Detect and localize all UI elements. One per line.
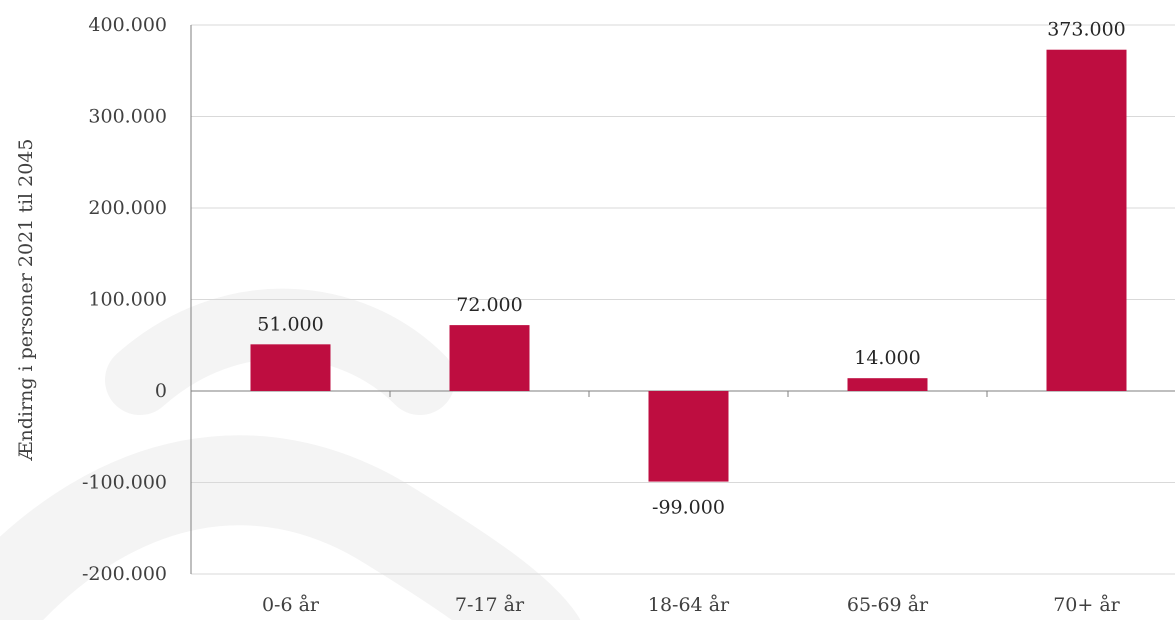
bar <box>648 391 729 482</box>
y-tick-label: 0 <box>155 380 167 402</box>
y-tick-label: 200.000 <box>88 197 167 219</box>
data-label: 14.000 <box>854 347 920 369</box>
gridlines <box>191 24 1175 575</box>
y-tick-label: 300.000 <box>88 106 167 128</box>
x-axis-category-labels: 0-6 år 7-17 år 18-64 år 65-69 år 70+ år <box>262 594 1121 616</box>
x-category-label: 7-17 år <box>455 594 525 616</box>
x-category-label: 0-6 år <box>262 594 320 616</box>
y-tick-label: -200.000 <box>82 563 167 585</box>
x-axis-tick-marks <box>389 391 988 397</box>
y-axis-title: Ændirng i personer 2021 til 2045 <box>15 139 37 462</box>
bar <box>250 344 331 391</box>
watermark-logo <box>0 288 581 620</box>
watermark-arc <box>105 288 455 415</box>
y-tick-label: 400.000 <box>88 14 167 36</box>
bar <box>449 325 530 391</box>
data-label: 51.000 <box>257 313 323 335</box>
bar <box>1046 49 1127 391</box>
y-axis-tick-labels: -200.000 -100.000 0 100.000 200.000 300.000 40… <box>82 14 167 585</box>
bars <box>250 49 1127 482</box>
data-labels: 51.000 72.000 -99.000 14.000 373.000 <box>257 19 1126 519</box>
y-tick-label: 100.000 <box>88 289 167 311</box>
bar <box>847 378 928 391</box>
watermark-arc <box>0 435 581 620</box>
data-label: 72.000 <box>456 294 522 316</box>
data-label: -99.000 <box>652 497 725 519</box>
x-category-label: 18-64 år <box>648 594 730 616</box>
data-label: 373.000 <box>1047 19 1126 41</box>
x-category-label: 65-69 år <box>847 594 929 616</box>
y-tick-label: -100.000 <box>82 472 167 494</box>
x-category-label: 70+ år <box>1053 594 1120 616</box>
